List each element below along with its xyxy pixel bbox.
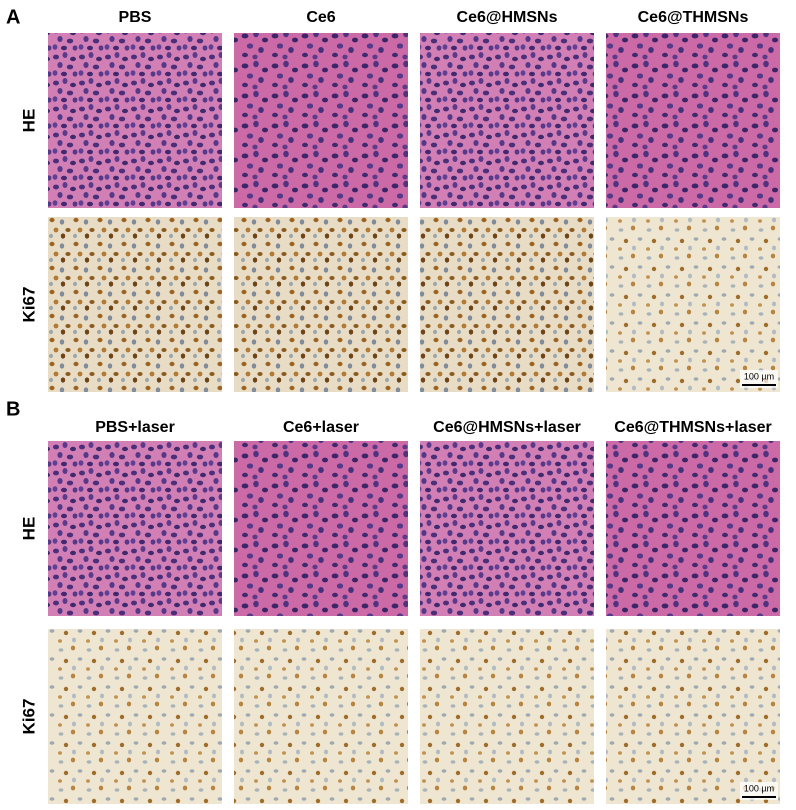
micrograph [234, 33, 408, 208]
micrograph [234, 441, 408, 616]
column-header: Ce6@HMSNs+laser [433, 419, 581, 436]
column-header: PBS [119, 9, 152, 26]
row-label: HE [19, 517, 38, 541]
micrograph [48, 33, 222, 208]
scale-bar-bg [740, 782, 778, 800]
micrograph [420, 217, 594, 392]
panel-label: B [6, 398, 20, 420]
row-label: Ki67 [19, 287, 38, 323]
panel-label: A [6, 6, 20, 28]
micrograph [420, 629, 594, 804]
micrograph [234, 217, 408, 392]
micrograph [606, 217, 780, 392]
micrograph [48, 441, 222, 616]
micrograph [420, 33, 594, 208]
micrograph [606, 33, 780, 208]
scale-bar-label: 100 µm [744, 371, 774, 381]
column-header: PBS+laser [95, 419, 175, 436]
micrograph [420, 441, 594, 616]
column-header: Ce6 [306, 9, 335, 26]
column-header: Ce6@THMSNs+laser [614, 419, 771, 436]
micrograph [234, 629, 408, 804]
row-label: Ki67 [19, 699, 38, 735]
micrograph [606, 441, 780, 616]
scale-bar-bg [740, 370, 778, 388]
micrograph [606, 629, 780, 804]
column-header: Ce6+laser [283, 419, 359, 436]
row-label: HE [19, 109, 38, 133]
micrograph [48, 629, 222, 804]
column-header: Ce6@HMSNs [457, 9, 558, 26]
scale-bar-label: 100 µm [744, 783, 774, 793]
column-header: Ce6@THMSNs [638, 9, 749, 26]
micrograph [48, 217, 222, 392]
